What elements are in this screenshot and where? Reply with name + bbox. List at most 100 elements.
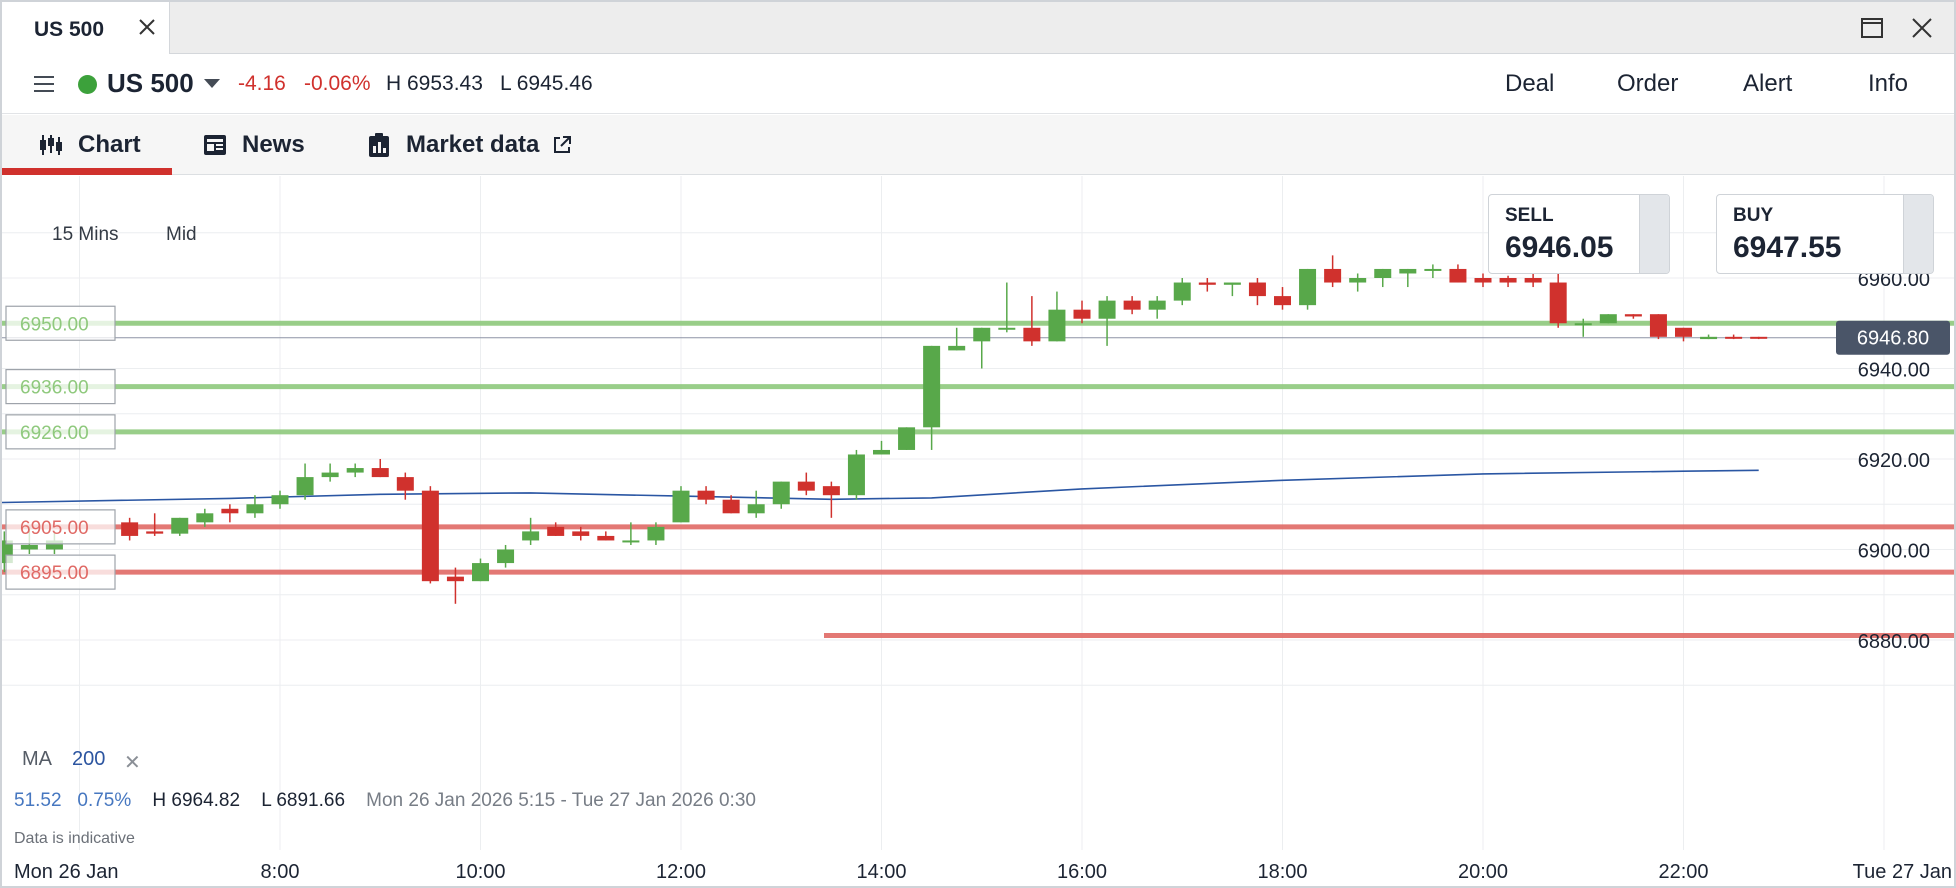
maximize-icon[interactable] — [1858, 14, 1886, 42]
candle-body — [171, 517, 189, 534]
price-level-label: 6895.00 — [20, 563, 89, 584]
price-level-tag — [5, 554, 116, 590]
range-stats: 51.52 0.75% H 6964.82 L 6891.66 Mon 26 J… — [14, 790, 756, 812]
candle-body — [271, 495, 289, 505]
price-type-selector[interactable]: Mid — [166, 224, 197, 245]
tab-market-data[interactable]: Market data — [366, 115, 573, 175]
range-change: 51.52 — [14, 790, 62, 811]
range-change-percent: 0.75% — [77, 790, 132, 811]
candle-body — [847, 454, 865, 496]
day-high: H 6953.43 — [386, 72, 483, 95]
tab-news-label: News — [242, 131, 305, 158]
menu-icon[interactable] — [32, 72, 56, 96]
sell-quantity-stub[interactable] — [1639, 195, 1669, 273]
info-button[interactable]: Info — [1868, 70, 1909, 97]
deal-button[interactable]: Deal — [1505, 70, 1555, 97]
x-axis-tick-label: 12:00 — [656, 861, 706, 883]
close-icon[interactable] — [134, 14, 160, 40]
candle-body — [1173, 282, 1191, 301]
chevron-down-icon[interactable] — [204, 79, 220, 88]
candle-body — [572, 531, 590, 536]
x-axis-tick-label: Tue 27 Jan — [1853, 861, 1952, 883]
candle-body — [1624, 314, 1642, 317]
tab-chart[interactable]: Chart — [38, 115, 141, 175]
candle-body — [973, 327, 991, 342]
tab-market-data-label: Market data — [406, 131, 540, 158]
active-tab-indicator — [2, 168, 172, 175]
candle-body — [873, 449, 890, 455]
candle-body — [1524, 278, 1542, 283]
range-dates: Mon 26 Jan 2026 5:15 - Tue 27 Jan 2026 0… — [366, 790, 756, 811]
view-tabs: Chart News Market data — [2, 115, 1954, 175]
buy-price: 6947.55 — [1733, 231, 1842, 264]
x-axis-tick-label: 16:00 — [1057, 861, 1107, 883]
candle-body — [1725, 336, 1743, 339]
tab-us500[interactable]: US 500 — [2, 2, 170, 54]
y-axis-tick-label: 6900.00 — [1858, 541, 1930, 563]
candle-body — [1123, 300, 1141, 310]
price-level-tag — [5, 305, 116, 341]
price-level-label: 6926.00 — [20, 423, 89, 444]
candle-body — [772, 481, 790, 505]
candle-body — [20, 544, 38, 550]
candle-body — [1324, 268, 1342, 283]
candle-body — [1098, 300, 1116, 319]
candle-body — [45, 540, 63, 550]
candle-body — [1649, 314, 1667, 337]
candle-body — [547, 526, 565, 536]
candle-body — [797, 481, 815, 491]
price-level-label: 6950.00 — [20, 314, 89, 335]
change-absolute: -4.16 — [238, 72, 286, 95]
tab-chart-label: Chart — [78, 131, 141, 158]
ma-indicator-label: MA — [22, 748, 52, 770]
newspaper-icon — [204, 135, 226, 155]
x-axis-tick-label: 8:00 — [261, 861, 300, 883]
buy-button[interactable]: BUY 6947.55 — [1716, 194, 1934, 274]
y-axis-tick-label: 6920.00 — [1858, 450, 1930, 472]
close-icon[interactable]: ✕ — [124, 752, 141, 774]
price-chart[interactable]: 6950.00 6936.00 6926.00 6905.00 6895.00 6960.… — [2, 176, 1956, 888]
close-window-icon[interactable] — [1908, 14, 1936, 42]
candle-body — [296, 477, 314, 496]
y-axis-tick-label: 6940.00 — [1858, 360, 1930, 382]
candle-body — [948, 345, 966, 351]
candle-body — [1073, 309, 1091, 319]
candle-body — [1750, 336, 1768, 339]
candle-body — [1675, 327, 1692, 337]
sell-button[interactable]: SELL 6946.05 — [1488, 194, 1670, 274]
sell-label: SELL — [1505, 205, 1554, 226]
candle-body — [221, 508, 239, 514]
candle-body — [1399, 268, 1417, 274]
candle-body — [522, 531, 540, 541]
tab-title: US 500 — [34, 18, 105, 41]
instrument-name[interactable]: US 500 — [107, 68, 194, 98]
clipboard-chart-icon — [369, 133, 389, 157]
alert-button[interactable]: Alert — [1743, 70, 1793, 97]
interval-selector[interactable]: 15 Mins — [52, 224, 119, 245]
candle-body — [146, 531, 164, 534]
candle-body — [2, 540, 13, 564]
candle-body — [1274, 296, 1291, 306]
candle-body — [346, 468, 364, 473]
candle-body — [396, 477, 414, 491]
buy-quantity-stub[interactable] — [1903, 195, 1933, 273]
chart-area[interactable]: 6950.00 6936.00 6926.00 6905.00 6895.00 6960.… — [2, 176, 1956, 888]
candle-body — [1574, 323, 1592, 326]
external-link-icon — [554, 136, 572, 153]
day-low: L 6945.46 — [500, 72, 593, 95]
candle-body — [1700, 336, 1718, 340]
order-button[interactable]: Order — [1617, 70, 1679, 97]
ma-period[interactable]: 200 — [72, 748, 106, 770]
candle-body — [196, 513, 214, 523]
price-level-label: 6905.00 — [20, 518, 89, 539]
candle-body — [998, 327, 1016, 330]
candle-body — [747, 504, 765, 514]
price-level-tag — [5, 509, 116, 545]
tab-news[interactable]: News — [202, 115, 305, 175]
tab-strip: US 500 — [2, 2, 1954, 54]
buy-label: BUY — [1733, 205, 1774, 226]
candle-body — [472, 563, 489, 582]
candle-body — [898, 427, 916, 450]
candle-body — [822, 486, 840, 496]
x-axis-tick-label: 10:00 — [455, 861, 505, 883]
